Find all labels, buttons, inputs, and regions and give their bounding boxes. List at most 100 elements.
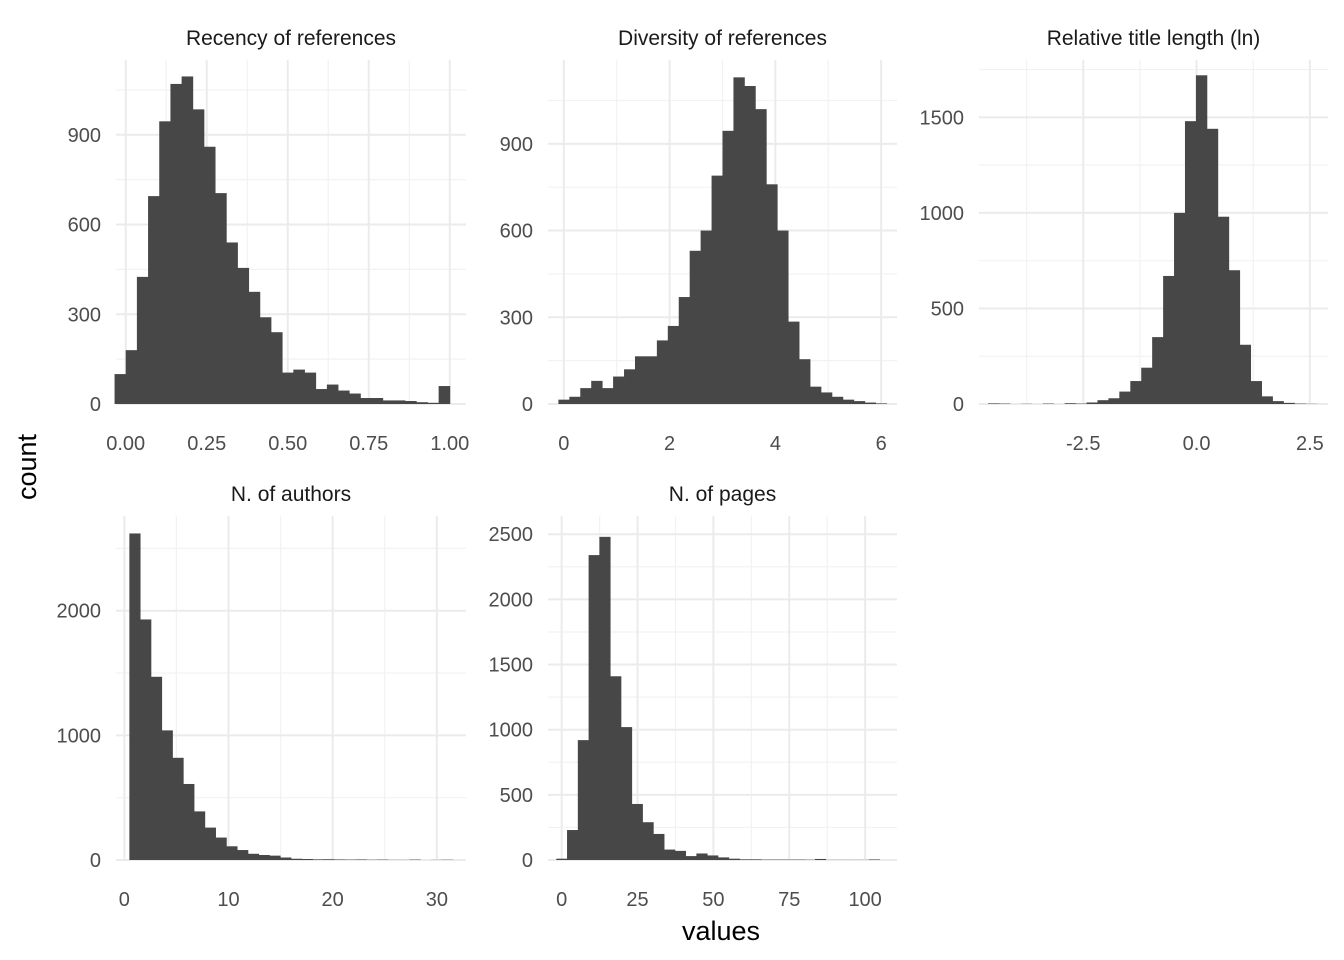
histogram-bar [875,403,888,404]
panel-1: Recency of references 0.00 0.25 0.50 0.75 1.0… [68,27,470,455]
histogram-bar [569,396,581,404]
histogram-bar [304,372,317,404]
x-tick-label: 20 [322,889,344,911]
histogram-bar [114,374,127,404]
histogram-bar [842,399,855,404]
histogram-bar [624,369,636,404]
panel-title: Relative title length (ln) [1047,27,1261,50]
x-tick-label: 100 [848,889,881,911]
histogram-bar [988,403,1000,404]
histogram-bar [371,398,384,404]
histogram-bar [315,389,328,404]
histogram-bar [722,130,734,404]
histogram-bar [678,297,691,404]
histogram-bar [181,76,194,404]
histogram-bar [707,855,719,860]
x-tick-label: 75 [778,889,800,911]
histogram-bar [558,399,570,404]
histogram-bar [591,380,603,404]
histogram-bar [258,855,270,860]
x-tick-label: 50 [702,889,724,911]
histogram-bar [301,859,313,860]
histogram-bar [728,858,740,860]
histogram-bar [667,325,680,404]
histogram-bar [226,242,238,404]
histogram-bar [1141,367,1153,404]
histogram-bar [1119,391,1131,404]
histogram-bar [312,859,324,860]
x-axis-title: values [682,916,760,946]
panel-title: Diversity of references [618,27,827,50]
x-tick-label: 10 [217,889,239,911]
histogram-bar [1217,216,1230,404]
histogram-bar [136,276,149,404]
histogram-bar [1261,396,1273,404]
histogram-bar [864,402,877,404]
histogram-bar [788,321,800,404]
histogram-bar [810,386,822,404]
histogram-bar [194,811,206,860]
histogram-bar [416,402,428,404]
histogram-bar [588,555,600,860]
x-tick-label: 0 [119,889,130,911]
y-tick-label: 0 [953,394,964,416]
histogram-bar [777,230,789,404]
x-tick-label: 0.00 [106,433,145,455]
histogram-bar [1283,402,1295,404]
y-tick-label: 0 [522,394,533,416]
histogram-bar [831,396,844,404]
histogram-bar [349,393,361,404]
histogram-bar [674,850,687,860]
histogram-bar [338,390,350,404]
x-tick-label: 0.50 [268,433,307,455]
histogram-bar [405,401,417,404]
histogram-bar [293,369,305,404]
histogram-bar [326,384,339,404]
histogram-bar [620,727,633,860]
x-tick-label: 0.75 [349,433,388,455]
histogram-bar [556,858,568,860]
panel-4: N. of authors 0 10 20 30 0 1000 2000 [57,483,466,911]
histogram-bar [323,859,335,860]
y-tick-label: 600 [68,215,101,237]
histogram-bar [159,121,171,404]
histogram-bar [125,350,138,404]
histogram-bar [653,833,665,860]
histogram-bar [1174,212,1186,404]
histogram-bar [1195,75,1208,405]
histogram-bar [739,859,751,860]
y-tick-label: 300 [68,304,101,326]
x-tick-label: 6 [876,433,887,455]
histogram-bar [1086,402,1098,404]
histogram-bar [1184,121,1197,405]
histogram-bar [438,386,451,404]
histogram-bar [259,317,272,404]
y-tick-label: 900 [68,125,101,147]
histogram-bar [744,86,756,404]
histogram-bar [1097,400,1109,404]
histogram-bar [664,849,676,860]
histogram-bar [226,846,238,860]
histogram-bar [427,402,440,404]
histogram-bar [656,340,669,404]
x-tick-label: 30 [426,889,448,911]
histogram-bar [567,830,579,860]
histogram-bar [248,291,261,404]
panel-title: N. of pages [669,483,776,506]
y-tick-label: 2000 [489,589,534,611]
y-tick-label: 2000 [57,601,102,623]
histogram-bar [599,536,611,860]
histogram-bar [172,757,184,860]
histogram-bar [733,77,745,404]
y-axis-title: count [12,433,42,500]
y-tick-label: 0 [90,850,101,872]
histogram-bar [755,109,767,405]
y-tick-label: 0 [522,850,533,872]
histogram-bar [766,184,778,404]
panel-title: N. of authors [231,483,351,506]
y-tick-label: 0 [90,394,101,416]
histogram-bar [717,857,730,860]
histogram-bar [689,250,702,404]
histogram-bar [610,676,622,860]
x-tick-label: -2.5 [1066,433,1100,455]
